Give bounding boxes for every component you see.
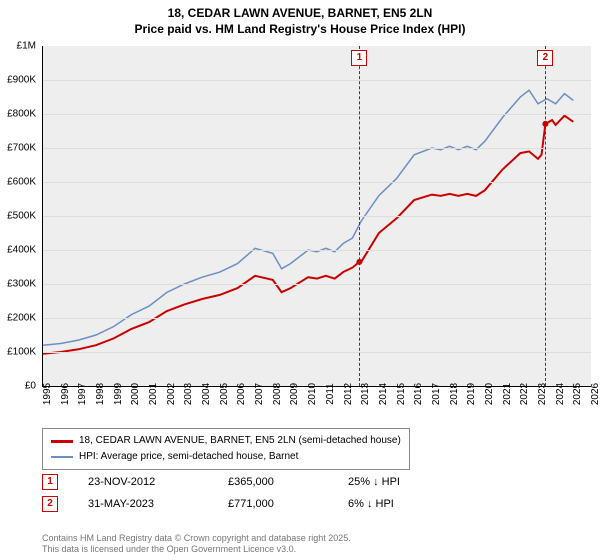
x-tick-label: 2000 xyxy=(130,383,141,405)
legend-swatch-hpi xyxy=(51,456,73,458)
x-tick-label: 2016 xyxy=(413,383,424,405)
x-tick-label: 2009 xyxy=(289,383,300,405)
y-tick-label: £0 xyxy=(25,381,36,392)
event-date: 23-NOV-2012 xyxy=(88,476,198,488)
x-tick-label: 2011 xyxy=(325,383,336,405)
x-tick-label: 2005 xyxy=(219,383,230,405)
event-delta: 6% ↓ HPI xyxy=(348,498,394,510)
chart-plot-area: 12 xyxy=(42,46,591,387)
chart-title: 18, CEDAR LAWN AVENUE, BARNET, EN5 2LN P… xyxy=(0,0,600,37)
x-tick-label: 2012 xyxy=(343,383,354,405)
y-tick-label: £600K xyxy=(7,177,36,188)
hpi-line xyxy=(43,90,573,345)
gridline xyxy=(43,182,591,183)
event-row: 1 23-NOV-2012 £365,000 25% ↓ HPI xyxy=(42,474,400,490)
x-tick-label: 2003 xyxy=(183,383,194,405)
gridline xyxy=(43,318,591,319)
legend: 18, CEDAR LAWN AVENUE, BARNET, EN5 2LN (… xyxy=(42,428,410,470)
x-tick-label: 2019 xyxy=(466,383,477,405)
event-price: £365,000 xyxy=(228,476,318,488)
x-tick-label: 2004 xyxy=(201,383,212,405)
y-tick-label: £700K xyxy=(7,143,36,154)
legend-label-property: 18, CEDAR LAWN AVENUE, BARNET, EN5 2LN (… xyxy=(79,433,401,449)
y-tick-label: £200K xyxy=(7,313,36,324)
x-tick-label: 2013 xyxy=(360,383,371,405)
title-line-2: Price paid vs. HM Land Registry's House … xyxy=(0,22,600,38)
x-tick-label: 2026 xyxy=(590,383,600,405)
y-tick-label: £800K xyxy=(7,109,36,120)
x-tick-label: 2008 xyxy=(272,383,283,405)
copyright: Contains HM Land Registry data © Crown c… xyxy=(42,533,351,556)
x-tick-label: 2018 xyxy=(449,383,460,405)
event-delta: 25% ↓ HPI xyxy=(348,476,400,488)
x-tick-label: 1995 xyxy=(42,383,53,405)
x-tick-label: 2024 xyxy=(555,383,566,405)
x-tick-label: 2017 xyxy=(431,383,442,405)
x-axis: 1995199619971998199920002001200220032004… xyxy=(42,390,590,430)
x-tick-label: 2023 xyxy=(537,383,548,405)
chart-container: 18, CEDAR LAWN AVENUE, BARNET, EN5 2LN P… xyxy=(0,0,600,560)
y-tick-label: £400K xyxy=(7,245,36,256)
x-tick-label: 1997 xyxy=(77,383,88,405)
legend-swatch-property xyxy=(51,440,73,443)
marker-vline xyxy=(359,46,360,386)
gridline xyxy=(43,148,591,149)
y-tick-label: £900K xyxy=(7,75,36,86)
event-price: £771,000 xyxy=(228,498,318,510)
copyright-line-1: Contains HM Land Registry data © Crown c… xyxy=(42,533,351,545)
event-row: 2 31-MAY-2023 £771,000 6% ↓ HPI xyxy=(42,496,400,512)
y-tick-label: £300K xyxy=(7,279,36,290)
y-tick-label: £1M xyxy=(17,41,36,52)
title-line-1: 18, CEDAR LAWN AVENUE, BARNET, EN5 2LN xyxy=(0,6,600,22)
event-date: 31-MAY-2023 xyxy=(88,498,198,510)
gridline xyxy=(43,114,591,115)
x-tick-label: 1996 xyxy=(60,383,71,405)
x-tick-label: 2002 xyxy=(166,383,177,405)
x-tick-label: 2022 xyxy=(519,383,530,405)
gridline xyxy=(43,284,591,285)
y-axis: £0£100K£200K£300K£400K£500K£600K£700K£80… xyxy=(0,46,40,386)
x-tick-label: 2025 xyxy=(572,383,583,405)
chart-marker: 2 xyxy=(537,50,553,66)
x-tick-label: 2010 xyxy=(307,383,318,405)
gridline xyxy=(43,352,591,353)
marker-vline xyxy=(545,46,546,386)
event-marker: 2 xyxy=(42,496,58,512)
x-tick-label: 1999 xyxy=(113,383,124,405)
event-marker: 1 xyxy=(42,474,58,490)
events-table: 1 23-NOV-2012 £365,000 25% ↓ HPI 2 31-MAY-202… xyxy=(42,474,400,518)
x-tick-label: 2021 xyxy=(502,383,513,405)
x-tick-label: 2015 xyxy=(396,383,407,405)
x-tick-label: 2020 xyxy=(484,383,495,405)
x-tick-label: 2006 xyxy=(236,383,247,405)
gridline xyxy=(43,250,591,251)
gridline xyxy=(43,216,591,217)
x-tick-label: 2001 xyxy=(148,383,159,405)
legend-row-property: 18, CEDAR LAWN AVENUE, BARNET, EN5 2LN (… xyxy=(51,433,401,449)
y-tick-label: £500K xyxy=(7,211,36,222)
legend-label-hpi: HPI: Average price, semi-detached house,… xyxy=(79,449,298,465)
gridline xyxy=(43,80,591,81)
legend-row-hpi: HPI: Average price, semi-detached house,… xyxy=(51,449,401,465)
x-tick-label: 1998 xyxy=(95,383,106,405)
x-tick-label: 2014 xyxy=(378,383,389,405)
copyright-line-2: This data is licensed under the Open Gov… xyxy=(42,544,351,556)
x-tick-label: 2007 xyxy=(254,383,265,405)
y-tick-label: £100K xyxy=(7,347,36,358)
chart-marker: 1 xyxy=(351,50,367,66)
